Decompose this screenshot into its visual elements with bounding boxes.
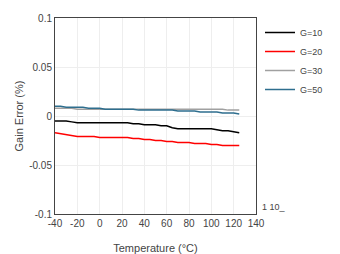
svg-text:-40: -40	[48, 218, 63, 229]
svg-text:0: 0	[97, 218, 103, 229]
svg-text:80: 80	[183, 218, 195, 229]
svg-text:0.1: 0.1	[38, 13, 52, 24]
svg-text:120: 120	[225, 218, 242, 229]
svg-text:40: 40	[139, 218, 151, 229]
svg-text:100: 100	[203, 218, 220, 229]
svg-text:G=20: G=20	[300, 47, 322, 57]
svg-text:60: 60	[161, 218, 173, 229]
svg-text:1 10_: 1 10_	[262, 202, 286, 212]
svg-text:-0.05: -0.05	[29, 160, 52, 171]
svg-text:Gain Error (%): Gain Error (%)	[13, 81, 25, 152]
svg-text:20: 20	[116, 218, 128, 229]
svg-text:0.05: 0.05	[33, 62, 53, 73]
svg-text:G=50: G=50	[300, 85, 322, 95]
svg-text:0: 0	[46, 111, 52, 122]
svg-text:Temperature (°C): Temperature (°C)	[113, 242, 197, 254]
svg-text:G=10: G=10	[300, 28, 322, 38]
svg-text:-0.1: -0.1	[35, 209, 53, 220]
svg-text:G=30: G=30	[300, 66, 322, 76]
svg-text:-20: -20	[70, 218, 85, 229]
svg-text:140: 140	[248, 218, 265, 229]
